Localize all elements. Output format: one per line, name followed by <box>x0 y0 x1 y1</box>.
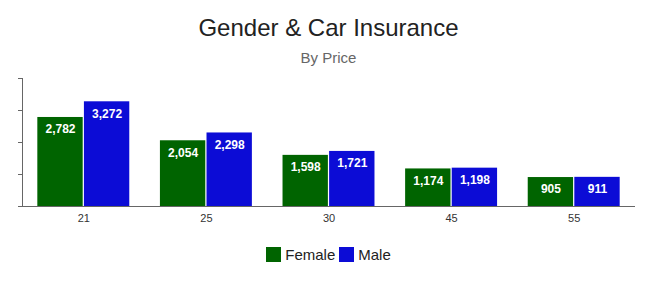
svg-text:2,782: 2,782 <box>45 122 75 136</box>
svg-text:1,721: 1,721 <box>337 156 367 170</box>
svg-text:55: 55 <box>568 212 580 224</box>
svg-text:2,298: 2,298 <box>215 138 245 152</box>
html-text:Male: Male <box>358 246 391 263</box>
svg-text:911: 911 <box>588 182 608 196</box>
svg-text:1,198: 1,198 <box>460 173 490 187</box>
svg-text:25: 25 <box>200 212 212 224</box>
svg-text:30: 30 <box>323 212 335 224</box>
svg-text:45: 45 <box>445 212 457 224</box>
html-text:By Price: By Price <box>300 49 357 66</box>
svg-text:21: 21 <box>78 212 90 224</box>
html-text:Gender & Car Insurance: Gender & Car Insurance <box>198 14 459 41</box>
html-text:Female: Female <box>285 246 336 263</box>
svg-text:3,272: 3,272 <box>92 107 122 121</box>
svg-text:2,054: 2,054 <box>168 146 198 160</box>
svg-text:1,598: 1,598 <box>291 160 321 174</box>
svg-text:1,174: 1,174 <box>413 174 443 188</box>
svg-text:905: 905 <box>541 182 561 196</box>
